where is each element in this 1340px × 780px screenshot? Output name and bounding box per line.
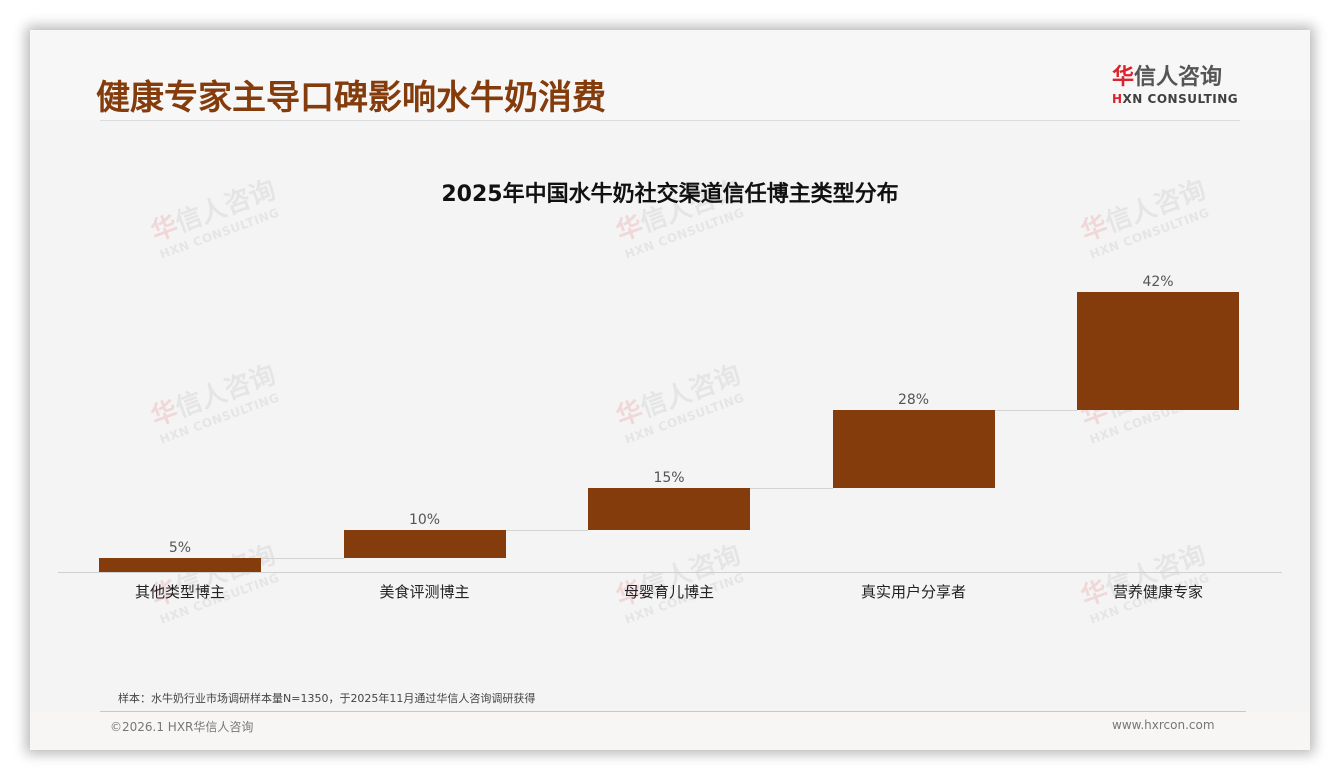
category-label: 其他类型博主 bbox=[134, 583, 225, 601]
logo-h-char: H bbox=[1112, 92, 1123, 106]
connector-line bbox=[994, 410, 1077, 411]
connector-line bbox=[505, 530, 588, 531]
copyright-text: ©2026.1 HXR华信人咨询 bbox=[110, 720, 254, 734]
logo-chinese: 华信人咨询 bbox=[1112, 66, 1252, 90]
website-link[interactable]: www.hxrcon.com bbox=[1112, 718, 1215, 732]
header-band bbox=[30, 30, 1310, 120]
bar-value-label: 10% bbox=[408, 512, 441, 528]
slide: 健康专家主导口碑影响水牛奶消费 华信人咨询 HXN CONSULTING 华信人… bbox=[30, 30, 1310, 750]
header-divider bbox=[100, 120, 1240, 121]
connector-line bbox=[261, 558, 344, 559]
page-title: 健康专家主导口碑影响水牛奶消费 bbox=[96, 78, 606, 118]
category-label: 真实用户分享者 bbox=[860, 583, 966, 601]
logo-hua-char: 华 bbox=[1112, 65, 1135, 90]
logo-cn-text: 信人咨询 bbox=[1134, 65, 1223, 90]
logo-en-text: XN CONSULTING bbox=[1122, 92, 1239, 106]
waterfall-chart: 5% 其他类型博主 10% 美食评测博主 15% 母婴育儿博主 28% 真实用户分享者 42% 营… bbox=[30, 30, 1310, 750]
x-axis-line bbox=[58, 572, 1282, 573]
bar-value-label: 5% bbox=[168, 540, 192, 556]
bar-value-label: 15% bbox=[653, 470, 685, 486]
bar bbox=[832, 410, 995, 488]
bar-value-label: 28% bbox=[897, 392, 930, 408]
bar bbox=[99, 558, 261, 572]
brand-logo: 华信人咨询 HXN CONSULTING bbox=[1112, 66, 1252, 107]
footer-band bbox=[30, 712, 1310, 750]
bar bbox=[1077, 292, 1239, 410]
category-label: 营养健康专家 bbox=[1112, 583, 1203, 601]
chart-title: 2025年中国水牛奶社交渠道信任博主类型分布 bbox=[441, 182, 899, 207]
bar bbox=[343, 530, 506, 558]
category-label: 母婴育儿博主 bbox=[623, 583, 714, 601]
source-note: 样本：水牛奶行业市场调研样本量N=1350，于2025年11月通过华信人咨询调研… bbox=[118, 692, 536, 705]
bar-value-label: 42% bbox=[1142, 274, 1174, 290]
logo-english: HXN CONSULTING bbox=[1112, 92, 1252, 106]
footer-divider bbox=[100, 711, 1246, 712]
category-label: 美食评测博主 bbox=[379, 583, 470, 601]
bar bbox=[588, 488, 750, 530]
connector-line bbox=[750, 488, 833, 489]
